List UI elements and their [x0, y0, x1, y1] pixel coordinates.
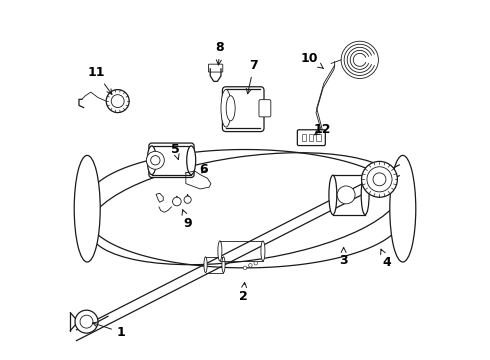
Text: 8: 8 [216, 41, 224, 65]
Circle shape [106, 90, 129, 113]
Circle shape [243, 266, 247, 270]
Text: 3: 3 [339, 247, 348, 267]
Circle shape [254, 261, 258, 265]
Text: 4: 4 [381, 249, 391, 269]
Text: 11: 11 [87, 66, 112, 94]
Text: 5: 5 [171, 143, 179, 159]
Ellipse shape [329, 175, 337, 215]
FancyBboxPatch shape [149, 143, 194, 177]
Bar [302, 134, 306, 141]
FancyBboxPatch shape [208, 64, 223, 72]
Text: 2: 2 [239, 283, 247, 303]
Ellipse shape [187, 146, 196, 175]
Text: 1: 1 [93, 322, 125, 339]
Ellipse shape [221, 89, 231, 127]
FancyBboxPatch shape [297, 130, 325, 145]
Circle shape [80, 315, 93, 328]
Circle shape [75, 310, 98, 333]
Ellipse shape [218, 241, 222, 261]
Ellipse shape [222, 257, 225, 273]
Ellipse shape [204, 257, 207, 273]
Text: 7: 7 [246, 59, 258, 94]
Circle shape [248, 264, 252, 267]
Ellipse shape [226, 96, 235, 121]
Ellipse shape [361, 175, 369, 215]
Circle shape [111, 95, 124, 108]
Circle shape [147, 151, 164, 169]
FancyBboxPatch shape [222, 87, 264, 132]
Ellipse shape [261, 241, 265, 261]
Bar [317, 134, 320, 141]
Text: 9: 9 [182, 210, 192, 230]
Circle shape [184, 196, 191, 203]
Circle shape [367, 167, 392, 192]
Circle shape [337, 186, 355, 204]
Polygon shape [156, 193, 163, 202]
Text: 6: 6 [199, 163, 208, 176]
Circle shape [151, 156, 160, 165]
Ellipse shape [74, 156, 100, 262]
Circle shape [373, 173, 386, 186]
Text: 12: 12 [313, 123, 331, 136]
Bar [309, 134, 314, 141]
FancyBboxPatch shape [259, 100, 271, 117]
Ellipse shape [147, 146, 156, 175]
Circle shape [172, 197, 181, 206]
Ellipse shape [390, 156, 416, 262]
Text: 10: 10 [301, 51, 323, 68]
Circle shape [362, 161, 397, 197]
